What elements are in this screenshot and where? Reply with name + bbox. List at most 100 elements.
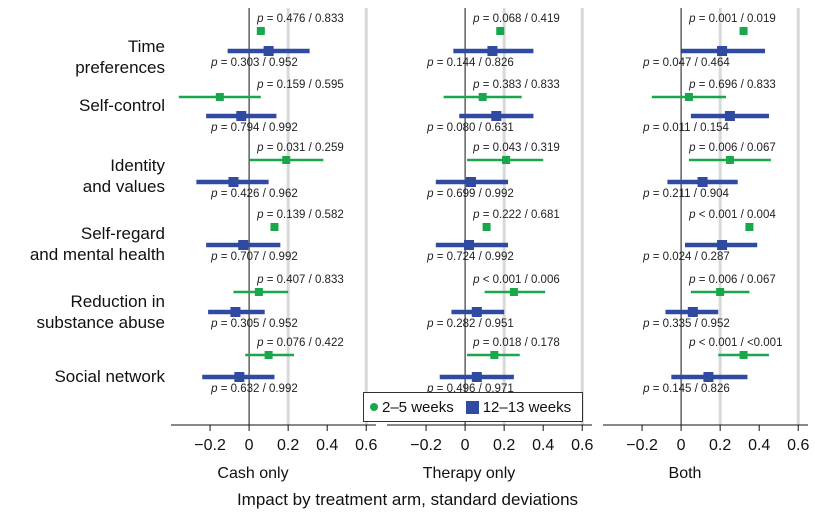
category-line1: Identity	[110, 156, 165, 175]
point-estimate-late	[471, 372, 482, 382]
p-value-label-late: p = 0.335 / 0.952	[642, 318, 730, 330]
legend-label-early: 2–5 weeks	[382, 398, 454, 416]
x-tick-label: 0.4	[532, 437, 554, 454]
point-estimate-late	[263, 46, 274, 56]
panel-title-cash: Cash only	[217, 465, 289, 482]
category-line2: preferences	[75, 58, 165, 77]
p-value-label-early: p = 0.383 / 0.833	[472, 79, 560, 91]
panel-0: −0.2 0 0.2 0.4 0.6 p = 0.476 / 0.833 p = 0.159…	[171, 8, 377, 454]
point-estimate-early	[509, 288, 518, 296]
p-value-label-early: p = 0.006 / 0.067	[688, 142, 776, 154]
point-estimate-late	[464, 240, 474, 250]
legend-swatch-late	[465, 400, 479, 414]
point-estimate-late	[491, 111, 502, 121]
x-tick-label: 0	[245, 437, 254, 454]
category-label-self-regard: Self-regard and mental health	[0, 223, 165, 265]
p-value-label-late: p = 0.707 / 0.992	[210, 251, 298, 263]
point-estimate-late	[687, 307, 698, 317]
point-estimate-late	[238, 240, 249, 250]
point-estimate-early	[684, 93, 693, 101]
p-value-label-late: p = 0.144 / 0.826	[426, 57, 514, 69]
x-axis-title: Impact by treatment arm, standard deviat…	[236, 490, 579, 509]
x-tick-label: 0	[461, 437, 470, 454]
p-value-label-early: p = 0.476 / 0.833	[256, 13, 344, 25]
legend-item-early: 2–5 weeks	[370, 399, 454, 416]
p-value-label-late: p = 0.426 / 0.962	[210, 188, 298, 200]
category-label-substance-abuse: Reduction in substance abuse	[0, 291, 165, 333]
p-value-label-late: p = 0.724 / 0.992	[426, 251, 514, 263]
x-tick-label: 0.6	[787, 437, 809, 454]
x-tick-label: 0.6	[355, 437, 377, 454]
p-value-label-early: p = 0.159 / 0.595	[256, 79, 344, 91]
point-estimate-early	[215, 93, 224, 101]
p-value-label-late: p = 0.632 / 0.992	[210, 383, 298, 395]
point-estimate-early	[254, 288, 263, 296]
p-value-label-late: p = 0.011 / 0.154	[642, 122, 729, 134]
p-value-label-early: p = 0.139 / 0.582	[256, 209, 344, 221]
category-line2: substance abuse	[36, 313, 165, 332]
x-tick-label: 0.2	[277, 437, 299, 454]
point-estimate-early	[478, 93, 487, 101]
p-value-label-late: p = 0.211 / 0.904	[642, 188, 729, 200]
point-estimate-early	[496, 27, 505, 35]
p-value-label-early: p < 0.001 / <0.001	[688, 337, 782, 349]
category-line1: Self-control	[79, 96, 165, 115]
p-value-label-late: p = 0.080 / 0.631	[426, 122, 514, 134]
p-value-label-early: p = 0.407 / 0.833	[256, 274, 344, 286]
point-estimate-early	[282, 156, 291, 164]
point-estimate-late	[487, 46, 498, 56]
p-value-label-late: p = 0.047 / 0.464	[642, 57, 730, 69]
p-value-label-early: p = 0.031 / 0.259	[256, 142, 344, 154]
category-label-time-preferences: Time preferences	[0, 36, 165, 78]
point-estimate-early	[256, 27, 265, 35]
point-estimate-late	[236, 111, 247, 121]
x-tick-label: 0.4	[316, 437, 338, 454]
p-value-label-early: p = 0.043 / 0.319	[472, 142, 560, 154]
category-line2: and mental health	[29, 245, 165, 264]
category-label-self-control: Self-control	[0, 95, 165, 116]
point-estimate-late	[230, 307, 241, 317]
p-value-label-late: p = 0.282 / 0.951	[426, 318, 514, 330]
point-estimate-early	[490, 351, 499, 359]
point-estimate-late	[234, 372, 245, 382]
legend: 2–5 weeks 12–13 weeks	[363, 392, 583, 422]
p-value-label-late: p = 0.699 / 0.992	[426, 188, 514, 200]
point-estimate-early	[739, 27, 748, 35]
legend-swatch-early	[370, 403, 378, 411]
point-estimate-early	[716, 288, 725, 296]
point-estimate-early	[482, 223, 491, 231]
point-estimate-early	[745, 223, 754, 231]
x-tick-label: −0.2	[626, 437, 658, 454]
p-value-label-late: p = 0.145 / 0.826	[642, 383, 730, 395]
point-estimate-late	[465, 177, 476, 187]
point-estimate-late	[724, 111, 735, 121]
category-line1: Time	[127, 37, 165, 56]
point-estimate-late	[471, 307, 482, 317]
point-estimate-early	[725, 156, 734, 164]
category-line1: Self-regard	[80, 224, 165, 243]
point-estimate-late	[717, 46, 728, 56]
p-value-label-early: p = 0.222 / 0.681	[472, 209, 560, 221]
panel-2: −0.2 0 0.2 0.4 0.6 p = 0.001 / 0.019 p = 0.696…	[603, 8, 809, 454]
legend-item-late: 12–13 weeks	[460, 399, 571, 416]
x-tick-label: 0.2	[709, 437, 731, 454]
x-tick-label: −0.2	[194, 437, 226, 454]
category-line1: Reduction in	[70, 292, 165, 311]
p-value-label-late: p = 0.024 / 0.287	[642, 251, 730, 263]
p-value-label-early: p = 0.068 / 0.419	[472, 13, 560, 25]
panel-title-both: Both	[668, 465, 702, 482]
p-value-label-early: p = 0.696 / 0.833	[688, 79, 776, 91]
point-estimate-late	[228, 177, 239, 187]
p-value-label-early: p < 0.001 / 0.006	[472, 274, 560, 286]
point-estimate-early	[270, 223, 279, 231]
point-estimate-late	[703, 372, 714, 382]
point-estimate-late	[697, 177, 708, 187]
x-tick-label: −0.2	[410, 437, 442, 454]
p-value-label-early: p = 0.018 / 0.178	[472, 337, 560, 349]
category-label-social-network: Social network	[0, 366, 165, 387]
p-value-label-late: p = 0.305 / 0.952	[210, 318, 298, 330]
panel-title-therapy: Therapy only	[422, 465, 516, 482]
p-value-label-early: p = 0.006 / 0.067	[688, 274, 776, 286]
panel-1: −0.2 0 0.2 0.4 0.6 p = 0.068 / 0.419 p = 0.383…	[387, 8, 593, 454]
